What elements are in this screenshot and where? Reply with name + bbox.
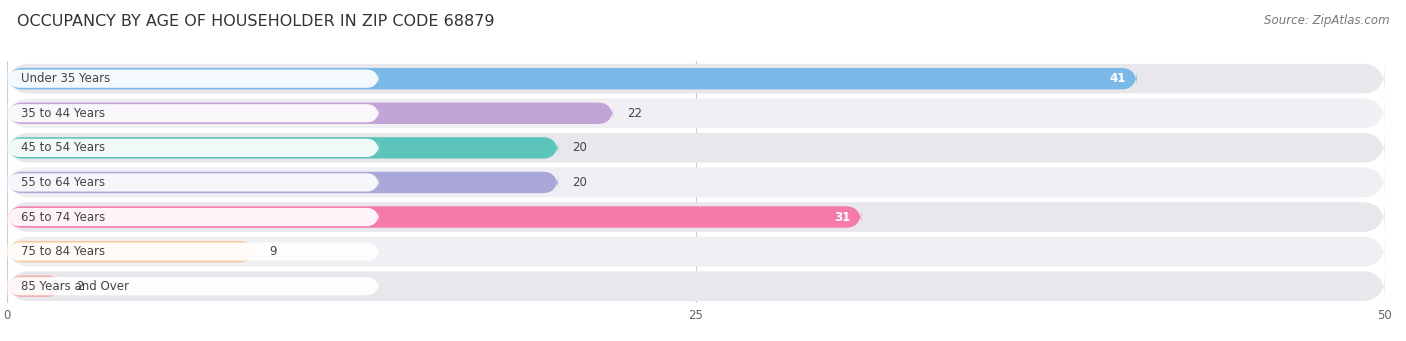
- FancyBboxPatch shape: [7, 167, 1385, 197]
- FancyBboxPatch shape: [7, 208, 380, 226]
- Text: 75 to 84 Years: 75 to 84 Years: [21, 245, 105, 258]
- FancyBboxPatch shape: [7, 206, 862, 228]
- FancyBboxPatch shape: [7, 241, 254, 262]
- Text: 22: 22: [627, 107, 643, 120]
- FancyBboxPatch shape: [7, 277, 380, 295]
- Text: Under 35 Years: Under 35 Years: [21, 72, 110, 85]
- Text: 55 to 64 Years: 55 to 64 Years: [21, 176, 105, 189]
- Text: 20: 20: [572, 142, 586, 154]
- Text: 45 to 54 Years: 45 to 54 Years: [21, 142, 105, 154]
- Text: 41: 41: [1109, 72, 1126, 85]
- FancyBboxPatch shape: [7, 242, 380, 261]
- Text: 9: 9: [269, 245, 277, 258]
- Text: 20: 20: [572, 176, 586, 189]
- Text: OCCUPANCY BY AGE OF HOUSEHOLDER IN ZIP CODE 68879: OCCUPANCY BY AGE OF HOUSEHOLDER IN ZIP C…: [17, 14, 495, 29]
- FancyBboxPatch shape: [7, 172, 558, 193]
- FancyBboxPatch shape: [7, 139, 380, 157]
- FancyBboxPatch shape: [7, 202, 1385, 232]
- FancyBboxPatch shape: [7, 64, 1385, 93]
- FancyBboxPatch shape: [7, 104, 380, 122]
- FancyBboxPatch shape: [7, 137, 558, 159]
- FancyBboxPatch shape: [7, 237, 1385, 266]
- FancyBboxPatch shape: [7, 276, 62, 297]
- Text: 85 Years and Over: 85 Years and Over: [21, 280, 129, 293]
- FancyBboxPatch shape: [7, 133, 1385, 163]
- FancyBboxPatch shape: [7, 68, 1137, 89]
- FancyBboxPatch shape: [7, 271, 1385, 301]
- FancyBboxPatch shape: [7, 173, 380, 192]
- Text: 35 to 44 Years: 35 to 44 Years: [21, 107, 105, 120]
- FancyBboxPatch shape: [7, 99, 1385, 128]
- FancyBboxPatch shape: [7, 70, 380, 88]
- Text: 31: 31: [834, 210, 851, 223]
- Text: 65 to 74 Years: 65 to 74 Years: [21, 210, 105, 223]
- FancyBboxPatch shape: [7, 103, 613, 124]
- Text: Source: ZipAtlas.com: Source: ZipAtlas.com: [1264, 14, 1389, 27]
- Text: 2: 2: [76, 280, 83, 293]
